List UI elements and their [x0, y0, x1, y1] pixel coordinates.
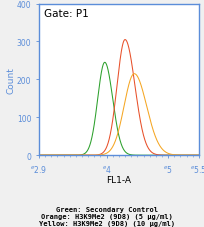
- Y-axis label: Count: Count: [6, 67, 15, 93]
- Text: Gate: P1: Gate: P1: [43, 9, 88, 19]
- X-axis label: FL1-A: FL1-A: [106, 175, 131, 184]
- Text: Green: Secondary Control
Orange: H3K9Me2 (9D8) (5 μg/ml)
Yellow: H3K9Me2 (9D8) (: Green: Secondary Control Orange: H3K9Me2…: [38, 206, 174, 226]
